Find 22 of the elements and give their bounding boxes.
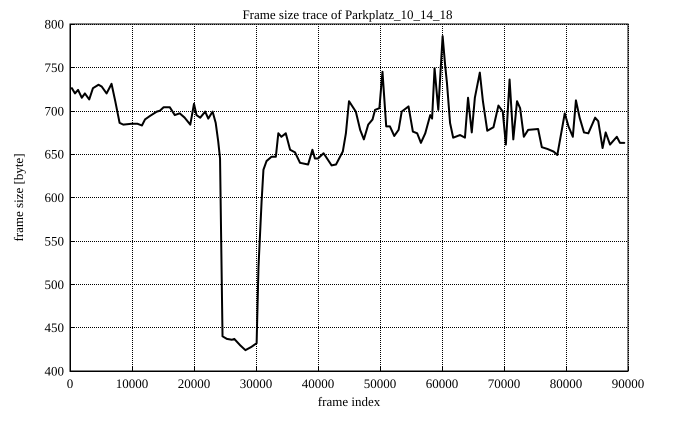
x-tick-label: 90000 [612, 376, 644, 391]
x-tick-label: 0 [66, 376, 74, 391]
x-tick-label: 60000 [426, 376, 458, 391]
x-axis-title: frame index [318, 394, 381, 409]
y-tick-label: 550 [44, 233, 64, 248]
x-tick-label: 20000 [178, 376, 210, 391]
chart-title: Frame size trace of Parkplatz_10_14_18 [242, 7, 453, 22]
y-tick-label: 600 [44, 190, 64, 205]
y-tick-label: 450 [44, 320, 64, 336]
x-tick-label: 70000 [488, 376, 520, 391]
x-tick-label: 40000 [302, 376, 334, 391]
x-tick-label: 10000 [116, 376, 148, 391]
x-tick-label: 30000 [240, 376, 272, 391]
y-tick-label: 500 [44, 276, 64, 292]
y-tick-label: 750 [44, 60, 64, 75]
x-tick-label: 80000 [550, 376, 582, 391]
y-tick-label: 400 [44, 364, 64, 378]
x-tick-label: 50000 [364, 376, 396, 391]
y-tick-label: 800 [44, 16, 64, 32]
y-axis-title: frame size [byte] [11, 153, 26, 242]
y-tick-label: 650 [44, 146, 64, 162]
y-tick-label: 700 [44, 103, 64, 118]
